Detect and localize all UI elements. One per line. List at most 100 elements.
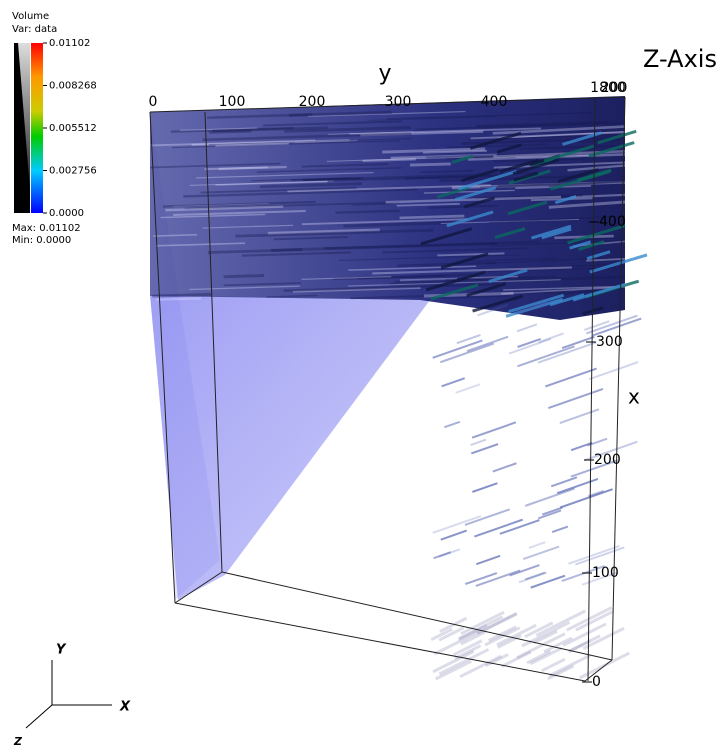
triad-x: X bbox=[119, 700, 131, 715]
streak bbox=[543, 636, 573, 654]
color-bar bbox=[31, 43, 43, 213]
streak bbox=[351, 203, 393, 206]
streak bbox=[438, 626, 465, 642]
streak bbox=[561, 335, 595, 350]
streak bbox=[592, 317, 642, 337]
streak bbox=[559, 488, 613, 509]
streak bbox=[533, 629, 558, 645]
streak bbox=[460, 610, 505, 636]
streak bbox=[524, 621, 554, 639]
streak bbox=[446, 143, 546, 149]
streak bbox=[466, 282, 507, 297]
streak bbox=[498, 131, 626, 139]
right-tick-label: 300 bbox=[596, 334, 623, 350]
streak bbox=[484, 653, 509, 668]
streak bbox=[575, 546, 625, 566]
streak bbox=[259, 182, 363, 189]
streak bbox=[582, 626, 625, 651]
streak bbox=[425, 270, 486, 292]
streak bbox=[460, 630, 487, 646]
streak bbox=[437, 252, 505, 257]
streak bbox=[149, 162, 281, 169]
streak bbox=[588, 361, 639, 381]
streak bbox=[184, 201, 401, 210]
streak bbox=[457, 169, 518, 191]
streak bbox=[215, 142, 289, 147]
streak bbox=[507, 200, 548, 216]
streak bbox=[516, 323, 538, 333]
streak bbox=[360, 130, 484, 137]
axis-triad: Y X Z bbox=[13, 643, 131, 749]
streak bbox=[326, 156, 469, 162]
streak bbox=[535, 609, 587, 637]
streak bbox=[518, 571, 548, 584]
streak bbox=[477, 303, 509, 317]
streak bbox=[568, 639, 591, 653]
streak bbox=[292, 286, 421, 293]
streak bbox=[470, 438, 487, 446]
streak bbox=[165, 205, 284, 212]
streak bbox=[288, 110, 392, 117]
streak bbox=[223, 274, 265, 279]
streak bbox=[543, 144, 595, 163]
streak bbox=[597, 129, 637, 145]
streak bbox=[460, 168, 499, 183]
streak bbox=[372, 266, 572, 275]
streak bbox=[569, 240, 592, 250]
top-tick-label: 0 bbox=[149, 94, 158, 110]
streak bbox=[584, 320, 610, 331]
streak bbox=[548, 387, 604, 409]
streak bbox=[202, 224, 294, 229]
streak bbox=[284, 126, 411, 133]
streak bbox=[223, 282, 302, 287]
streak bbox=[500, 650, 532, 668]
streak bbox=[390, 153, 497, 160]
streak bbox=[528, 541, 546, 549]
streak bbox=[545, 367, 597, 388]
streak bbox=[540, 657, 566, 673]
streak bbox=[557, 168, 599, 184]
streak bbox=[458, 615, 504, 640]
streak bbox=[474, 518, 523, 538]
streak bbox=[426, 150, 626, 159]
legend: Volume Var: data 0.01102 0.008268 0.005512… bbox=[12, 11, 97, 246]
streak bbox=[459, 654, 502, 679]
streak bbox=[455, 383, 481, 394]
streak bbox=[173, 210, 306, 216]
streak bbox=[415, 122, 624, 131]
legend-tick-label: 0.01102 bbox=[49, 38, 90, 49]
streak bbox=[472, 294, 524, 313]
streak bbox=[516, 301, 548, 315]
streak bbox=[439, 295, 511, 299]
streak bbox=[400, 277, 458, 282]
streak bbox=[472, 482, 498, 493]
streak bbox=[548, 653, 591, 678]
legend-max: Max: 0.01102 bbox=[12, 223, 81, 234]
right-tick-label: 400 bbox=[599, 214, 626, 230]
streak bbox=[488, 268, 528, 284]
streak bbox=[566, 606, 613, 632]
streak bbox=[349, 127, 541, 135]
streak bbox=[153, 233, 198, 237]
streak bbox=[476, 611, 518, 635]
streak bbox=[463, 196, 496, 209]
streak bbox=[484, 626, 521, 647]
streak bbox=[308, 110, 466, 117]
streak bbox=[516, 632, 566, 660]
streak bbox=[492, 125, 626, 135]
streak bbox=[440, 529, 468, 541]
streak bbox=[444, 420, 461, 429]
opacity-curve bbox=[14, 43, 30, 213]
top-tick-label: 300 bbox=[385, 94, 412, 110]
streak bbox=[207, 113, 313, 119]
streak bbox=[509, 564, 540, 577]
legend-variable: Var: data bbox=[12, 24, 57, 35]
streak bbox=[335, 209, 400, 214]
streak bbox=[291, 176, 364, 182]
streak bbox=[196, 171, 374, 179]
volume-dense bbox=[150, 96, 625, 320]
streak bbox=[477, 612, 517, 635]
streak bbox=[492, 462, 517, 473]
triad-z: Z bbox=[13, 735, 23, 748]
